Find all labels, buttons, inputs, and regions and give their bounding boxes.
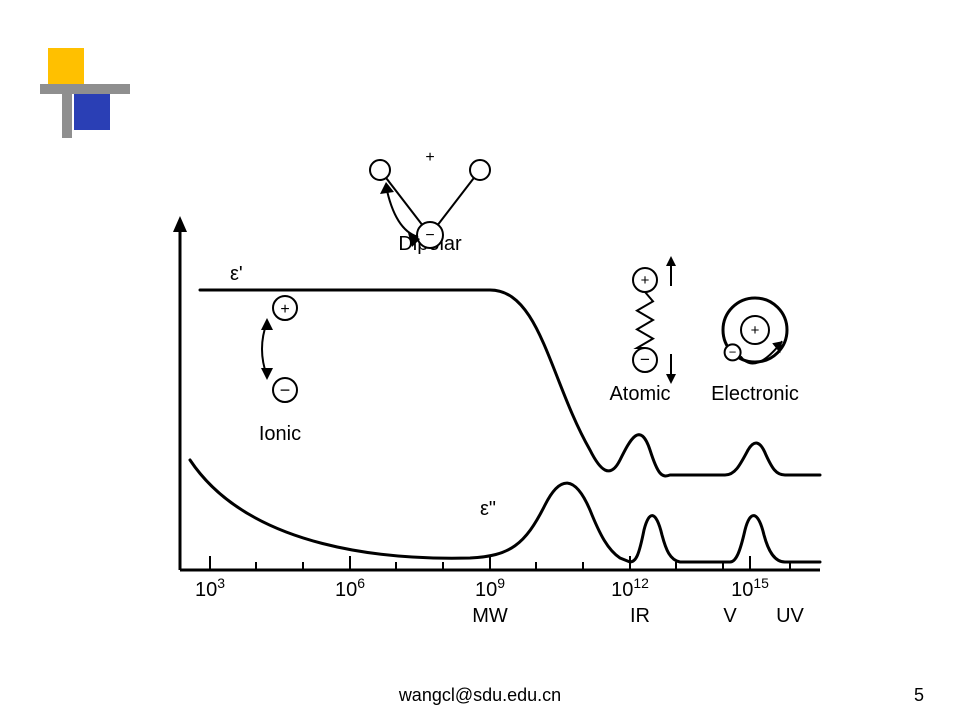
svg-text:+: + [425,150,434,166]
page-number: 5 [914,685,924,706]
logo-bullet [40,48,130,138]
svg-text:V: V [723,605,737,627]
svg-text:Ionic: Ionic [259,423,301,445]
svg-text:Atomic: Atomic [609,383,670,405]
svg-text:ε': ε' [230,263,243,285]
svg-text:MW: MW [472,605,508,627]
footer-email: wangcl@sdu.edu.cn [0,685,960,706]
svg-text:1012: 1012 [611,575,649,601]
svg-text:+: + [751,322,760,339]
logo-yellow-square [48,48,84,84]
svg-text:Electronic: Electronic [711,383,799,405]
logo-hbar [40,84,130,94]
svg-text:UV: UV [776,605,804,627]
svg-text:ε": ε" [480,498,496,520]
svg-text:+: + [641,272,650,289]
svg-text:−: − [280,380,291,400]
svg-text:103: 103 [195,575,225,601]
svg-text:109: 109 [475,575,505,601]
svg-text:+: + [280,301,289,318]
chart-svg: 10310610910121015MWIRVUVε'ε"IonicDipolar… [130,150,830,630]
slide: 10310610910121015MWIRVUVε'ε"IonicDipolar… [0,0,960,720]
svg-text:106: 106 [335,575,365,601]
logo-blue-square [74,94,110,130]
svg-text:−: − [640,350,650,369]
svg-text:1015: 1015 [731,575,769,601]
dielectric-spectrum-chart: 10310610910121015MWIRVUVε'ε"IonicDipolar… [130,150,830,630]
svg-text:−: − [729,344,737,359]
svg-text:−: − [425,227,434,244]
svg-text:IR: IR [630,605,650,627]
